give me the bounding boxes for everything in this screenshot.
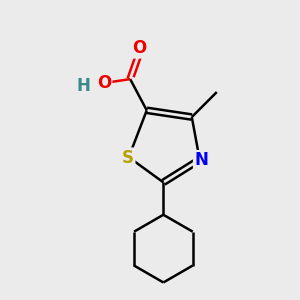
Text: O: O [132,39,146,57]
Text: H: H [76,77,91,95]
Text: S: S [122,149,134,167]
Text: O: O [97,74,111,92]
Text: N: N [194,151,208,169]
